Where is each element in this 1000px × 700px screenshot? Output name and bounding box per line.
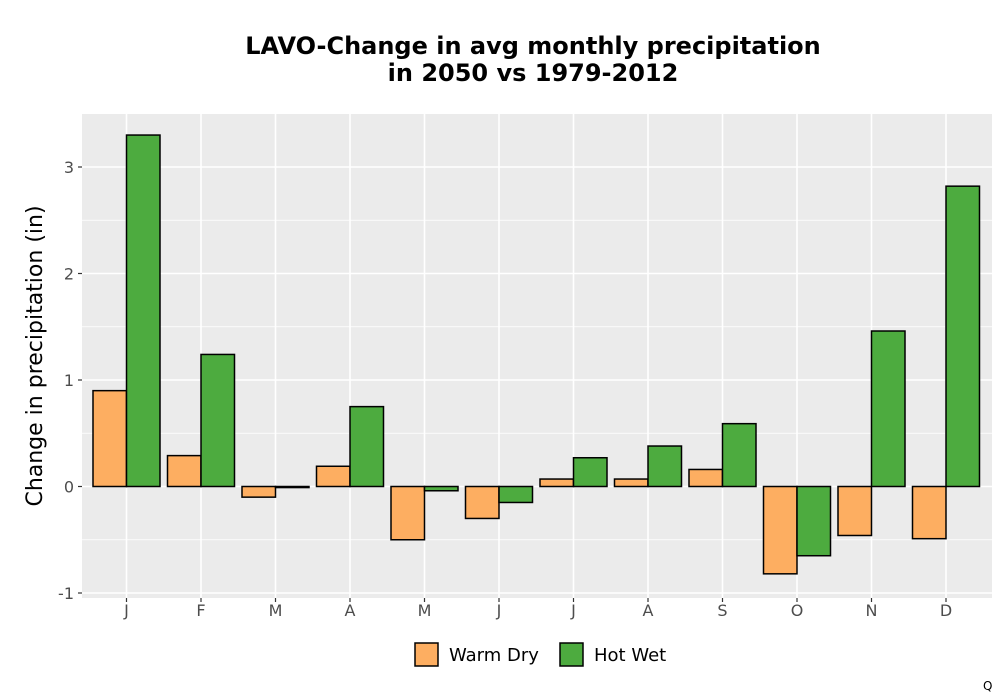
bar-warm-dry-10	[837, 485, 873, 537]
chart-title-line-1: LAVO-Change in avg monthly precipitation	[245, 32, 821, 60]
bar-hot-wet-3	[349, 405, 385, 488]
bar-warm-dry-5	[464, 485, 500, 520]
bar-warm-dry-0	[92, 389, 128, 488]
legend-key-warm-dry	[414, 642, 439, 667]
y-tick-label: 2	[64, 265, 74, 284]
x-tick-label: M	[418, 601, 432, 620]
bar-hot-wet-8	[721, 422, 757, 488]
x-tick-label: N	[866, 601, 878, 620]
bar-warm-dry-1	[166, 454, 202, 488]
legend: Warm Dry Hot Wet	[414, 642, 666, 667]
x-tick-label: J	[123, 601, 129, 620]
bar-warm-dry-4	[390, 485, 426, 541]
y-axis-title: Change in precipitation (in)	[23, 205, 48, 506]
bar-hot-wet-10	[870, 330, 906, 488]
bar-warm-dry-11	[911, 485, 947, 540]
bar-hot-wet-1	[200, 353, 236, 488]
bar-hot-wet-5	[498, 485, 534, 504]
bar-warm-dry-6	[539, 478, 575, 488]
y-tick-label: 0	[64, 478, 74, 497]
bar-hot-wet-2	[274, 485, 310, 489]
y-tick-label: 3	[64, 158, 74, 177]
chart-title-line-2: in 2050 vs 1979-2012	[388, 59, 679, 87]
bar-hot-wet-7	[647, 445, 683, 488]
legend-label-warm-dry: Warm Dry	[449, 645, 539, 666]
corner-mark: Q	[983, 679, 992, 693]
x-tick-label: J	[496, 601, 502, 620]
bar-hot-wet-11	[945, 185, 981, 488]
x-tick-label: F	[196, 601, 205, 620]
legend-label-hot-wet: Hot Wet	[594, 645, 666, 666]
bar-hot-wet-0	[125, 134, 161, 488]
x-tick-label: O	[791, 601, 804, 620]
x-tick-label: D	[940, 601, 952, 620]
bar-warm-dry-9	[762, 485, 798, 575]
bar-hot-wet-6	[572, 456, 608, 488]
bars	[92, 134, 981, 575]
bar-warm-dry-7	[613, 478, 649, 488]
bar-hot-wet-4	[423, 485, 459, 492]
x-tick-label: S	[717, 601, 727, 620]
y-tick-label: -1	[58, 584, 74, 603]
x-tick-label: J	[570, 601, 576, 620]
bar-warm-dry-8	[688, 468, 724, 488]
legend-key-hot-wet	[559, 642, 584, 667]
bar-hot-wet-9	[796, 485, 832, 557]
y-axis: -1 0 1 2 3	[58, 158, 82, 603]
x-tick-label: M	[269, 601, 283, 620]
x-tick-label: A	[643, 601, 654, 620]
bar-warm-dry-2	[241, 485, 277, 498]
bar-warm-dry-3	[315, 465, 351, 488]
y-tick-label: 1	[64, 371, 74, 390]
x-tick-label: A	[345, 601, 356, 620]
